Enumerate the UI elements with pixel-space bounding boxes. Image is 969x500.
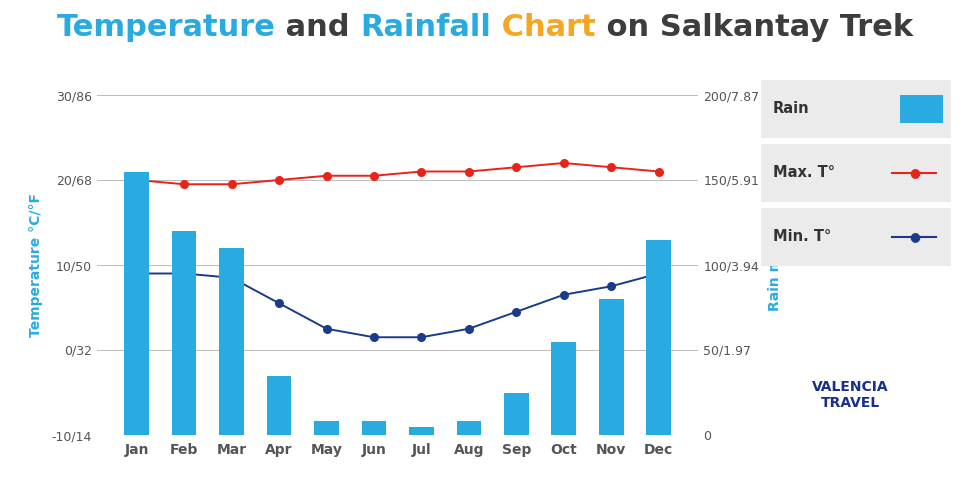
Bar: [314, 422, 338, 435]
Text: and: and: [275, 13, 360, 42]
Y-axis label: Rain mm/(″): Rain mm/(″): [766, 219, 781, 311]
Bar: [551, 342, 576, 435]
Text: Rainfall: Rainfall: [360, 13, 491, 42]
Bar: [456, 422, 481, 435]
Text: Temperature: Temperature: [56, 13, 275, 42]
Y-axis label: Temperature °C/°F: Temperature °C/°F: [29, 193, 44, 337]
Bar: [645, 240, 671, 435]
Bar: [598, 299, 623, 435]
Bar: [219, 248, 243, 435]
Text: VALENCIA
TRAVEL: VALENCIA TRAVEL: [812, 380, 888, 410]
Text: ●: ●: [908, 230, 919, 243]
Text: Max. T°: Max. T°: [772, 165, 834, 180]
Text: ●: ●: [908, 166, 919, 179]
Bar: [172, 231, 197, 435]
Bar: [266, 376, 291, 435]
Bar: [409, 426, 433, 435]
Text: Rain: Rain: [772, 101, 809, 116]
Bar: [504, 392, 528, 435]
Text: Chart: Chart: [491, 13, 596, 42]
Bar: [361, 422, 386, 435]
Text: on Salkantay Trek: on Salkantay Trek: [596, 13, 913, 42]
Bar: [124, 172, 149, 435]
Text: Min. T°: Min. T°: [772, 229, 830, 244]
